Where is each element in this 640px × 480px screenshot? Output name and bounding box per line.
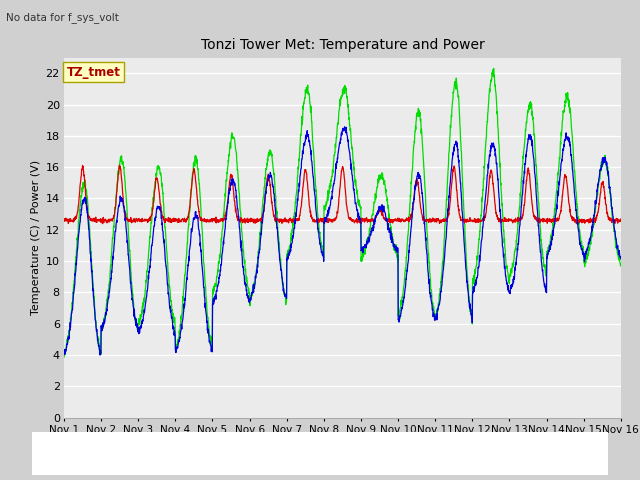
Title: Tonzi Tower Met: Temperature and Power: Tonzi Tower Met: Temperature and Power	[200, 38, 484, 52]
Text: No data for f_sys_volt: No data for f_sys_volt	[6, 12, 119, 23]
Y-axis label: Temperature (C) / Power (V): Temperature (C) / Power (V)	[31, 160, 42, 315]
Text: TZ_tmet: TZ_tmet	[67, 66, 121, 79]
Legend: Panel T, Battery V, Air T: Panel T, Battery V, Air T	[196, 448, 489, 471]
X-axis label: Time: Time	[327, 438, 358, 451]
